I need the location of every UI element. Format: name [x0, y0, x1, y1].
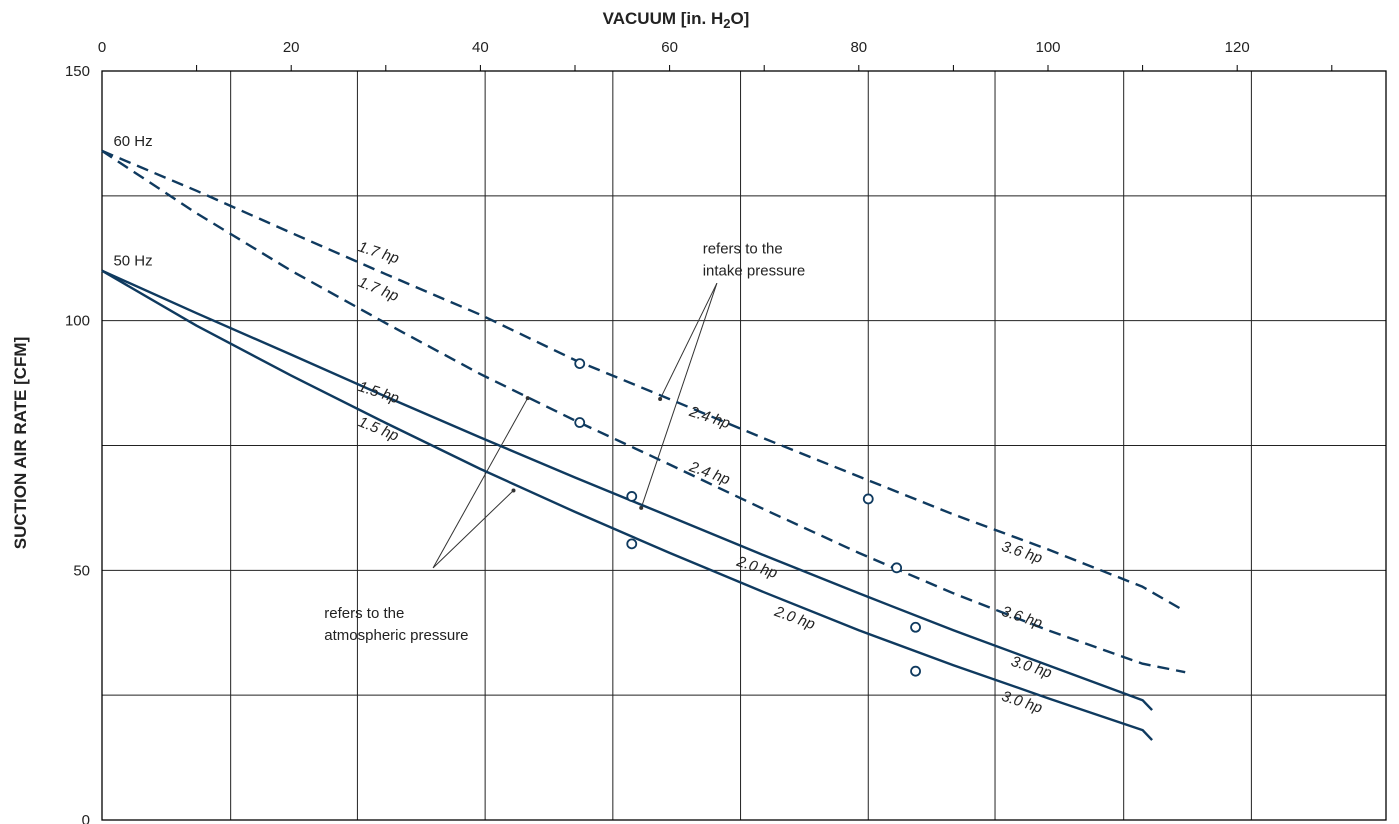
power-label: 3.0 hp: [999, 688, 1044, 717]
y-tick-label: 50: [73, 562, 90, 579]
x-tick-label: 20: [283, 39, 300, 56]
series-markers: [574, 358, 921, 677]
frequency-label: 60 Hz: [113, 133, 152, 150]
data-point-marker: [626, 538, 638, 550]
frequency-label: 50 Hz: [113, 253, 152, 270]
x-tick-label: 80: [850, 39, 867, 56]
y-tick-label: 0: [82, 812, 90, 824]
power-label: 2.4 hp: [686, 403, 732, 432]
data-point-marker: [626, 491, 638, 502]
annotation-leader-line: [640, 283, 718, 509]
annotation-leaders: [432, 282, 718, 569]
data-point-marker: [574, 417, 586, 428]
annotation-text: refers to the atmospheric pressure: [324, 605, 468, 644]
curve-labels: 1.7 hp2.4 hp3.6 hp1.7 hp2.4 hp3.6 hp1.5 …: [356, 238, 1054, 716]
x-axis-title: VACUUM [in. H2O]: [603, 9, 750, 31]
series-lines: [101, 149, 1186, 741]
x-tick-label: 100: [1035, 39, 1060, 56]
annotation-text-line: refers to the: [324, 605, 404, 622]
power-label: 3.6 hp: [999, 603, 1044, 632]
annotation-leader-line: [432, 397, 529, 569]
annotation-text-line: refers to the: [703, 240, 783, 257]
data-point-marker: [891, 562, 903, 574]
series-line-3: [101, 269, 1153, 711]
plot-frame: [101, 70, 1387, 821]
chart-text: 0 20 40 60 80 100 120 0 50 100 150 60 Hz 50 Hz refers…: [65, 39, 1250, 824]
plot-border: [101, 70, 1387, 821]
power-label: 1.7 hp: [356, 238, 401, 267]
data-point-marker: [910, 621, 921, 633]
annotation-leader-dot: [511, 488, 516, 493]
annotation-leader-dot: [639, 505, 644, 510]
y-axis-title: SUCTION AIR RATE [CFM]: [11, 337, 30, 549]
y-tick-label: 150: [65, 63, 90, 80]
data-point-marker: [910, 665, 921, 677]
annotation-leader-line: [432, 490, 514, 569]
series-line-1: [101, 149, 1186, 613]
annotation-leader-dot: [658, 397, 663, 402]
annotation-text: refers to the intake pressure: [703, 240, 806, 279]
x-axis-title-subscript: 2: [723, 16, 730, 31]
grid: [102, 71, 1386, 820]
x-tick-label: 0: [98, 39, 106, 56]
x-tick-label: 40: [472, 39, 489, 56]
series-line-2: [101, 149, 1186, 674]
annotation-text-line: atmospheric pressure: [324, 627, 468, 644]
data-point-marker: [574, 358, 586, 370]
power-label: 1.5 hp: [356, 378, 401, 407]
power-label: 3.0 hp: [1009, 653, 1054, 682]
y-tick-label: 100: [65, 313, 90, 330]
axis-ticks: [196, 65, 1333, 71]
x-tick-label: 60: [661, 39, 678, 56]
x-tick-label: 120: [1225, 39, 1250, 56]
power-label: 1.7 hp: [356, 274, 401, 305]
power-label: 2.0 hp: [771, 603, 817, 634]
annotation-text-line: intake pressure: [703, 262, 806, 279]
annotation-leader-line: [659, 282, 718, 400]
annotation-leader-dot: [525, 396, 530, 401]
power-label: 3.6 hp: [999, 538, 1044, 567]
data-point-marker: [862, 493, 874, 505]
series-line-4: [101, 269, 1153, 741]
